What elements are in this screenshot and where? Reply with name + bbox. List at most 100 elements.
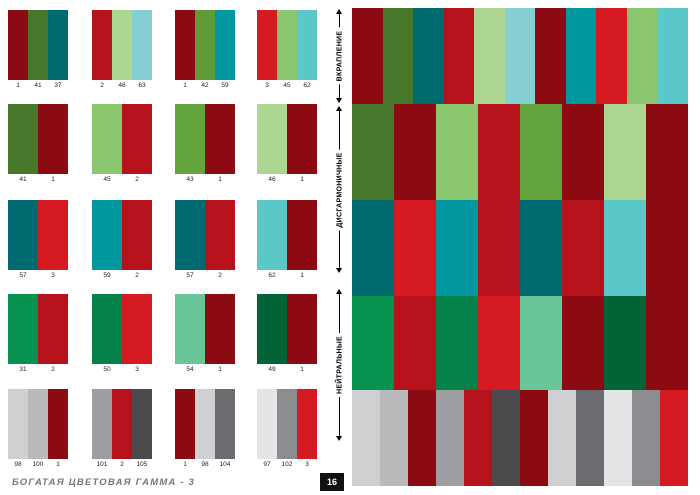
color-chip [28,10,48,80]
mosaic-cell [660,390,688,486]
swatch-codes: 49 1 [257,366,317,374]
swatch-codes: 101 2 105 [92,461,152,469]
mosaic-row [352,200,688,296]
color-code: 43 [186,176,194,183]
mosaic-cell [436,390,464,486]
color-code: 3 [265,82,269,89]
color-code: 1 [218,176,222,183]
color-code: 41 [34,82,42,89]
mosaic-cell [492,390,520,486]
color-chip [287,200,317,270]
color-chip [257,104,287,174]
footer-title: БОГАТАЯ ЦВЕТОВАЯ ГАММА - 3 [12,477,196,488]
color-chip [112,10,132,80]
swatch-strip [8,10,68,80]
color-code: 1 [183,461,187,468]
color-chip [195,389,215,459]
color-chip [48,389,68,459]
mosaic-cell [352,8,383,104]
mosaic-cell [436,104,478,200]
swatch-strip [175,104,235,174]
color-code: 46 [118,82,126,89]
color-code: 2 [135,272,139,279]
color-chip [122,294,152,364]
swatch-strip [92,104,152,174]
color-code: 3 [135,366,139,373]
swatch-codes: 50 3 [92,366,152,374]
color-chip [92,104,122,174]
color-chip [112,389,132,459]
mosaic-cell [352,296,394,390]
color-code: 98 [201,461,209,468]
swatch-codes: 98 100 1 [8,461,68,469]
color-code: 104 [219,461,231,468]
swatch-codes: 45 2 [92,176,152,184]
color-code: 59 [103,272,111,279]
color-chip [132,389,152,459]
color-code: 59 [221,82,229,89]
swatch-group: 57 2 [175,200,235,280]
section-label-vkraplenie: ВКРАПЛЕНИЕ [332,9,348,103]
color-code: 98 [14,461,22,468]
swatch-codes: 43 1 [175,176,235,184]
mosaic-cell [464,390,492,486]
color-code: 100 [32,461,44,468]
color-chip [215,389,235,459]
color-code: 1 [16,82,20,89]
color-chip [132,10,152,80]
swatch-codes: 31 2 [8,366,68,374]
swatch-strip [8,389,68,459]
swatch-strip [257,389,317,459]
swatch-strip [257,10,317,80]
color-chip [122,200,152,270]
mosaic-row [352,8,689,104]
swatch-group: 54 1 [175,294,235,374]
color-chip [122,104,152,174]
swatch-codes: 59 2 [92,272,152,280]
color-chip [8,389,28,459]
swatch-group: 31 2 [8,294,68,374]
mosaic-cell [520,296,562,390]
swatch-strip [8,104,68,174]
color-chip [205,200,235,270]
color-code: 1 [56,461,60,468]
swatch-strip [8,294,68,364]
swatch-strip [8,200,68,270]
swatch-group: 2 46 63 [92,10,152,90]
swatch-group: 46 1 [257,104,317,184]
color-code: 2 [135,176,139,183]
mosaic-cell [504,8,536,104]
color-chip [48,10,68,80]
mosaic-row [352,390,688,486]
swatch-codes: 2 46 63 [92,82,152,90]
mosaic-cell [352,200,394,296]
mosaic-cell [604,390,632,486]
mosaic-cell [646,296,688,390]
color-code: 3 [51,272,55,279]
color-code: 54 [186,366,194,373]
section-label-disharmonic: ДИСГАРМОНИЧНЫЕ [332,106,348,273]
color-code: 1 [300,272,304,279]
swatch-strip [92,294,152,364]
swatch-codes: 57 3 [8,272,68,280]
color-code: 42 [201,82,209,89]
section-label-neutral-text: НЕЙТРАЛЬНЫЕ [336,332,344,398]
swatch-codes: 1 41 37 [8,82,68,90]
color-code: 46 [268,176,276,183]
swatch-strip [175,200,235,270]
section-label-vkraplenie-text: ВКРАПЛЕНИЕ [336,27,344,85]
color-chip [175,104,205,174]
swatch-codes: 62 1 [257,272,317,280]
mosaic-cell [436,200,478,296]
mosaic-cell [474,8,505,104]
swatch-strip [175,10,235,80]
color-chip [92,10,112,80]
mosaic-cell [548,390,576,486]
section-label-disharmonic-text: ДИСГАРМОНИЧНЫЕ [336,148,344,231]
swatch-group: 1 41 37 [8,10,68,90]
swatch-group: 41 1 [8,104,68,184]
swatch-group: 1 98 104 [175,389,235,469]
mosaic-cell [576,390,604,486]
mosaic-cell [413,8,444,104]
color-code: 2 [100,82,104,89]
